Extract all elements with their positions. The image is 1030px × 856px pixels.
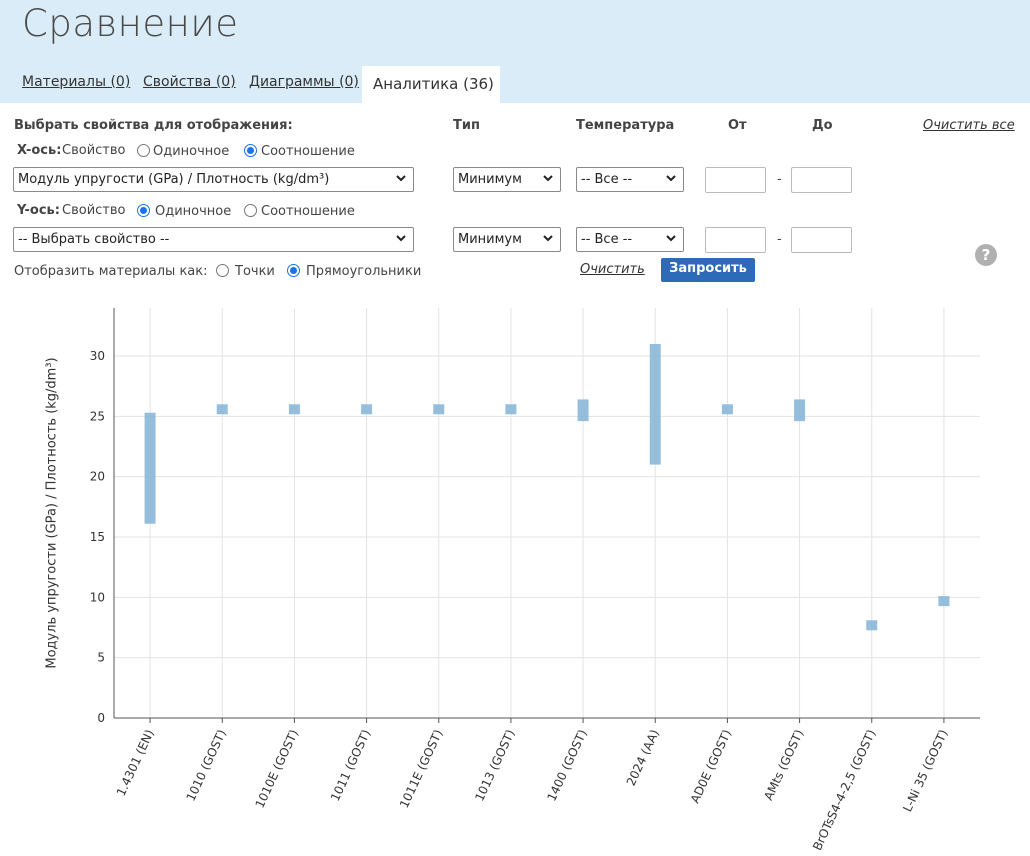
chart-bar (216, 404, 228, 415)
x-temperature-select[interactable]: -- Все -- (576, 167, 684, 192)
tab-properties[interactable]: Свойства (0) (143, 74, 236, 90)
query-button[interactable]: Запросить (661, 258, 755, 282)
y-single-radio[interactable] (137, 204, 150, 217)
x-tick-label: 2024 (AA) (624, 727, 662, 788)
chart-bar (288, 404, 300, 415)
chart-bar (866, 620, 878, 631)
x-tick-label: AMts (GOST) (761, 727, 806, 802)
chart-bar (794, 399, 806, 422)
chart-bar (577, 399, 589, 422)
y-single-label: Одиночное (155, 204, 232, 219)
rectangles-label: Прямоугольники (306, 264, 422, 279)
chevron-down-icon (666, 175, 676, 182)
y-from-input[interactable] (705, 227, 766, 253)
y-axis-label: Y-ось: (17, 203, 60, 218)
x-range-dash: - (777, 172, 782, 187)
y-to-input[interactable] (791, 227, 852, 253)
tab-diagrams[interactable]: Диаграммы (0) (249, 74, 359, 90)
page-header: Сравнение Материалы (0) Свойства (0) Диа… (0, 0, 1030, 103)
rectangles-radio[interactable] (287, 264, 300, 277)
page-title: Сравнение (22, 2, 239, 45)
tab-materials[interactable]: Материалы (0) (22, 74, 131, 90)
chevron-down-icon (666, 235, 676, 242)
x-tick-label: AD0E (GOST) (688, 727, 734, 805)
y-property-word: Свойство (62, 203, 126, 218)
y-ratio-label: Соотношение (261, 204, 355, 219)
x-type-value: Минимум (458, 172, 522, 187)
chart-bar (144, 412, 156, 524)
x-temperature-value: -- Все -- (581, 172, 633, 187)
chart-bar (361, 404, 373, 415)
x-tick-label: L-Ni 35 (GOST) (900, 727, 950, 814)
col-to-header: До (812, 118, 833, 133)
col-temperature-header: Температура (576, 118, 675, 133)
x-to-input[interactable] (791, 167, 852, 193)
x-ratio-label: Соотношение (261, 144, 355, 159)
chart-bar (649, 343, 661, 465)
y-ratio-radio[interactable] (244, 204, 257, 217)
x-tick-label: 1010E (GOST) (253, 727, 302, 810)
y-tick-label: 30 (90, 349, 105, 363)
chart-bar (433, 404, 445, 415)
chart: 0 5 10 15 20 25 30 1.4301 (EN) 1010 (GOST) 1010E … (90, 308, 980, 853)
y-tick-label: 15 (90, 530, 105, 544)
col-from-header: От (728, 118, 747, 133)
chevron-down-icon (543, 175, 553, 182)
clear-link[interactable]: Очистить (580, 262, 645, 277)
col-type-header: Тип (453, 118, 480, 133)
y-tick-label: 25 (90, 409, 105, 423)
y-tick-label: 0 (97, 711, 105, 725)
points-label: Точки (235, 264, 275, 279)
x-single-label: Одиночное (153, 144, 230, 159)
x-tick-label: 1013 (GOST) (472, 727, 517, 803)
x-tick-label: BrOTsS4-4-2,5 (GOST) (810, 727, 878, 852)
x-tick-label: 1010 (GOST) (184, 727, 229, 803)
y-tick-label: 20 (90, 470, 105, 484)
chevron-down-icon (543, 235, 553, 242)
chart-bar (505, 404, 517, 415)
chevron-down-icon (396, 175, 406, 182)
x-single-radio[interactable] (137, 144, 150, 157)
x-ratio-radio[interactable] (244, 144, 257, 157)
y-property-value: -- Выбрать свойство -- (18, 232, 170, 247)
tab-analytics[interactable]: Аналитика (36) (362, 66, 500, 103)
x-axis-label: X-ось: (17, 143, 62, 158)
x-tick-label: 1011E (GOST) (397, 727, 446, 810)
chart-bar (721, 404, 733, 415)
y-tick-label: 5 (97, 651, 105, 665)
y-type-select[interactable]: Минимум (453, 227, 561, 252)
chart-bar (938, 596, 950, 607)
y-type-value: Минимум (458, 232, 522, 247)
x-property-select[interactable]: Модуль упругости (GPa) / Плотность (kg/d… (13, 167, 414, 192)
chart-y-axis-label: Модуль упругости (GPa) / Плотность (kg/d… (44, 357, 60, 669)
clear-all-link[interactable]: Очистить все (923, 118, 1015, 133)
select-properties-label: Выбрать свойства для отображения: (14, 118, 293, 133)
y-property-select[interactable]: -- Выбрать свойство -- (13, 227, 414, 252)
y-tick-label: 10 (90, 590, 105, 604)
points-radio[interactable] (216, 264, 229, 277)
x-tick-label: 1.4301 (EN) (114, 727, 157, 798)
display-as-label: Отобразить материалы как: (14, 264, 208, 279)
y-temperature-select[interactable]: -- Все -- (576, 227, 684, 252)
chevron-down-icon (396, 235, 406, 242)
y-range-dash: - (777, 232, 782, 247)
x-from-input[interactable] (705, 167, 766, 193)
x-tick-label: 1011 (GOST) (328, 727, 373, 803)
x-property-word: Свойство (62, 143, 126, 158)
help-icon[interactable]: ? (975, 244, 997, 266)
x-property-value: Модуль упругости (GPa) / Плотность (kg/d… (18, 172, 330, 187)
y-temperature-value: -- Все -- (581, 232, 633, 247)
x-tick-label: 1400 (GOST) (544, 727, 589, 803)
x-type-select[interactable]: Минимум (453, 167, 561, 192)
